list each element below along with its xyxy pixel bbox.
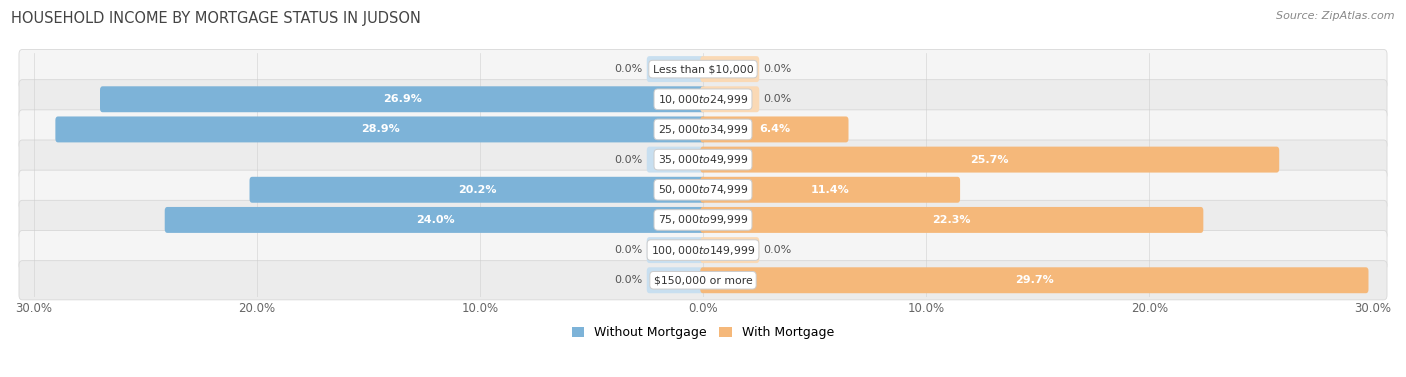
FancyBboxPatch shape [647,147,706,173]
Text: 25.7%: 25.7% [970,155,1010,165]
FancyBboxPatch shape [55,116,706,143]
Text: $75,000 to $99,999: $75,000 to $99,999 [658,213,748,227]
FancyBboxPatch shape [647,237,706,263]
Text: Less than $10,000: Less than $10,000 [652,64,754,74]
Text: Source: ZipAtlas.com: Source: ZipAtlas.com [1277,11,1395,21]
FancyBboxPatch shape [20,140,1386,179]
Text: 0.0%: 0.0% [614,155,643,165]
FancyBboxPatch shape [100,86,706,112]
Text: $50,000 to $74,999: $50,000 to $74,999 [658,183,748,196]
Text: 0.0%: 0.0% [614,64,643,74]
FancyBboxPatch shape [700,147,1279,173]
FancyBboxPatch shape [249,177,706,203]
Text: 20.2%: 20.2% [458,185,496,195]
FancyBboxPatch shape [20,261,1386,300]
Text: 0.0%: 0.0% [763,64,792,74]
Text: $100,000 to $149,999: $100,000 to $149,999 [651,244,755,257]
FancyBboxPatch shape [20,200,1386,239]
FancyBboxPatch shape [20,110,1386,149]
FancyBboxPatch shape [647,267,706,293]
Text: $35,000 to $49,999: $35,000 to $49,999 [658,153,748,166]
FancyBboxPatch shape [647,56,706,82]
FancyBboxPatch shape [700,116,848,143]
Text: 29.7%: 29.7% [1015,275,1053,285]
Text: 28.9%: 28.9% [361,124,399,135]
FancyBboxPatch shape [700,177,960,203]
Text: $150,000 or more: $150,000 or more [654,275,752,285]
Text: 0.0%: 0.0% [763,245,792,255]
Text: 11.4%: 11.4% [811,185,849,195]
FancyBboxPatch shape [165,207,706,233]
Text: 24.0%: 24.0% [416,215,454,225]
FancyBboxPatch shape [700,237,759,263]
Text: 6.4%: 6.4% [759,124,790,135]
Legend: Without Mortgage, With Mortgage: Without Mortgage, With Mortgage [567,321,839,344]
Text: 22.3%: 22.3% [932,215,972,225]
Text: 26.9%: 26.9% [384,94,422,104]
FancyBboxPatch shape [700,207,1204,233]
Text: 0.0%: 0.0% [763,94,792,104]
FancyBboxPatch shape [20,170,1386,209]
Text: $10,000 to $24,999: $10,000 to $24,999 [658,93,748,106]
Text: $25,000 to $34,999: $25,000 to $34,999 [658,123,748,136]
FancyBboxPatch shape [700,86,759,112]
FancyBboxPatch shape [700,267,1368,293]
FancyBboxPatch shape [20,80,1386,119]
Text: 0.0%: 0.0% [614,245,643,255]
FancyBboxPatch shape [700,56,759,82]
FancyBboxPatch shape [20,49,1386,89]
FancyBboxPatch shape [20,230,1386,270]
Text: 0.0%: 0.0% [614,275,643,285]
Text: HOUSEHOLD INCOME BY MORTGAGE STATUS IN JUDSON: HOUSEHOLD INCOME BY MORTGAGE STATUS IN J… [11,11,422,26]
